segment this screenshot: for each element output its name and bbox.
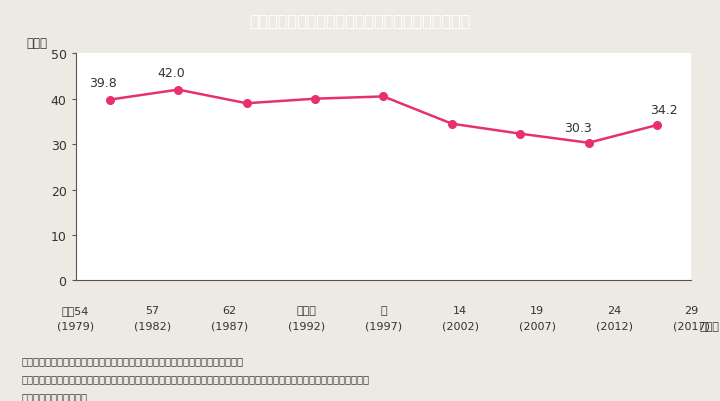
Text: 平成４: 平成４: [297, 306, 316, 316]
Text: （備考）１．総務省「就業構造基本調査」（中小企業庁特別集計結果）より作成。: （備考）１．総務省「就業構造基本調査」（中小企業庁特別集計結果）より作成。: [22, 355, 243, 365]
Text: 57: 57: [145, 306, 160, 316]
Text: 昭和54: 昭和54: [62, 306, 89, 316]
Text: 29: 29: [684, 306, 698, 316]
Text: （年）: （年）: [700, 321, 720, 331]
Text: (1997): (1997): [365, 321, 402, 331]
Text: (1982): (1982): [134, 321, 171, 331]
Text: ている者。: ている者。: [22, 391, 88, 401]
Text: 24: 24: [607, 306, 621, 316]
Text: 19: 19: [530, 306, 544, 316]
Text: (2007): (2007): [519, 321, 556, 331]
Text: Ｉ－２－１５図　起業家に占める女性の割合の推移: Ｉ－２－１５図 起業家に占める女性の割合の推移: [249, 14, 471, 28]
Text: (1979): (1979): [57, 321, 94, 331]
Text: 39.8: 39.8: [89, 77, 117, 90]
Text: 62: 62: [222, 306, 237, 316]
Text: （％）: （％）: [27, 36, 48, 50]
Text: (2017): (2017): [672, 321, 710, 331]
Text: 30.3: 30.3: [564, 122, 593, 134]
Text: ９: ９: [380, 306, 387, 316]
Text: (2012): (2012): [595, 321, 633, 331]
Text: (1987): (1987): [211, 321, 248, 331]
Text: 34.2: 34.2: [650, 104, 678, 117]
Text: 42.0: 42.0: [158, 67, 185, 80]
Text: 14: 14: [454, 306, 467, 316]
Text: (1992): (1992): [288, 321, 325, 331]
Text: (2002): (2002): [442, 321, 479, 331]
Text: ２．起業家とは，過去１年間に職を変えた又は新たに職についた者のうち，現在は「自営業主（内職者を除く）」となっ: ２．起業家とは，過去１年間に職を変えた又は新たに職についた者のうち，現在は「自営…: [22, 374, 369, 384]
